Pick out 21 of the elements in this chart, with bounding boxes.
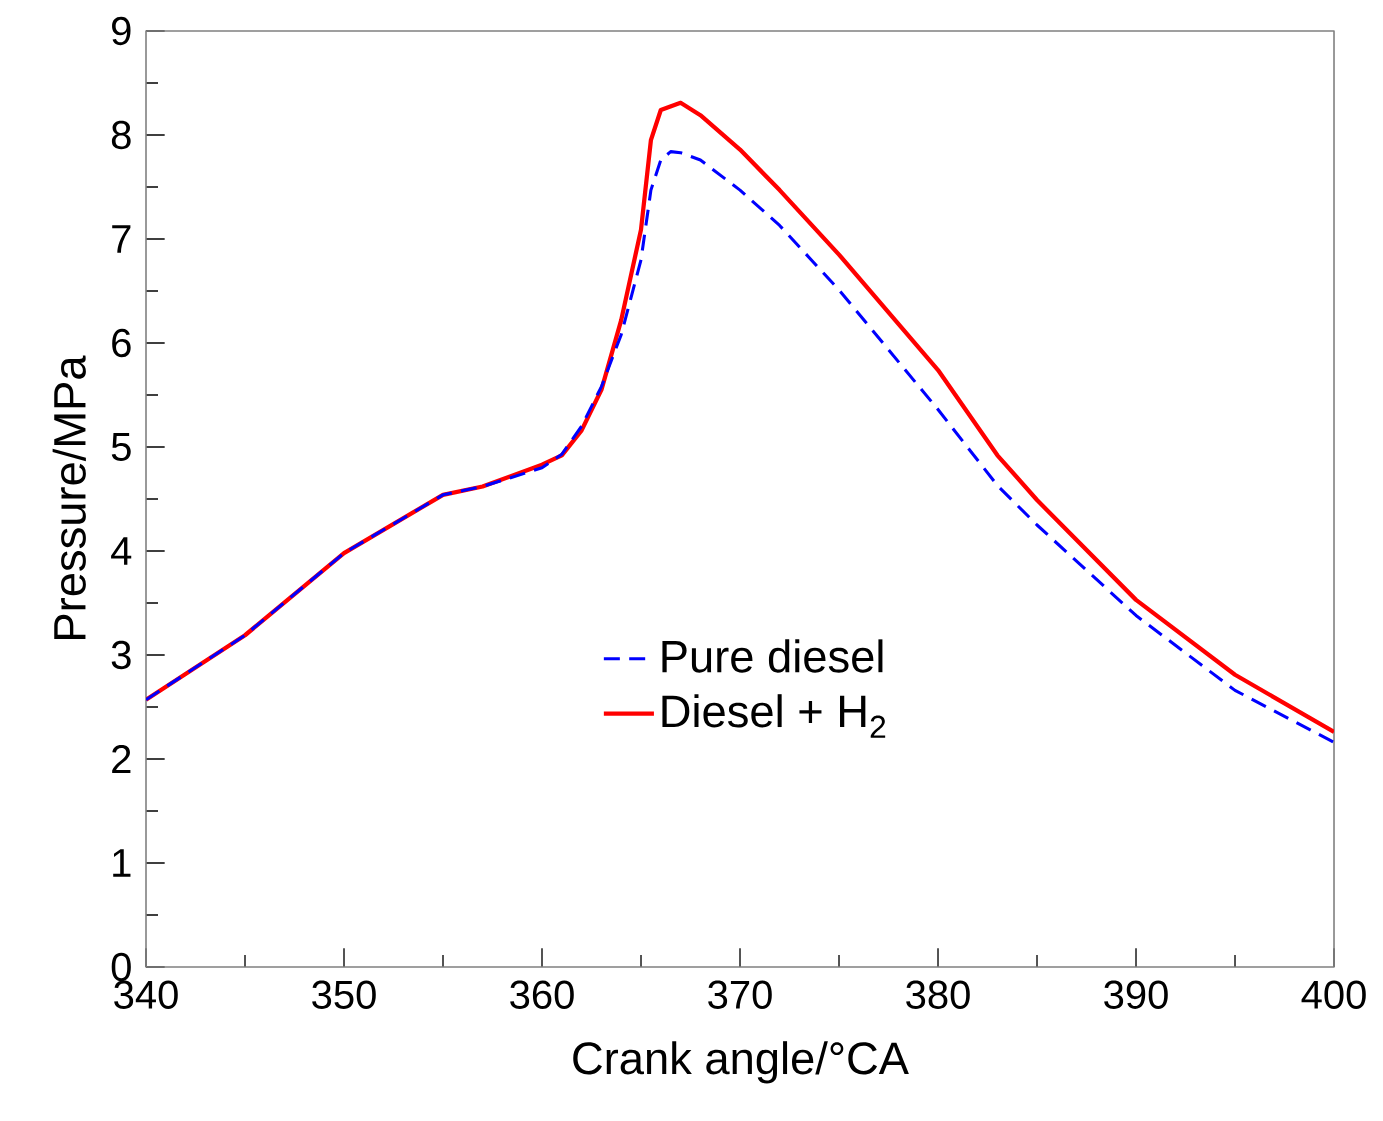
x-tick-label: 370 (708, 980, 772, 1009)
x-tick-label: 360 (510, 980, 574, 1009)
legend-label: Pure diesel (662, 639, 883, 673)
x-tick-label: 350 (312, 980, 376, 1009)
y-tick-label: 9 (112, 16, 131, 46)
x-tick-label: 380 (906, 980, 970, 1009)
x-axis-title: Crank angle/°CA (573, 1041, 909, 1084)
y-tick-label: 6 (112, 328, 131, 358)
y-tick-label: 3 (111, 640, 131, 670)
y-tick-label: 2 (112, 745, 131, 773)
legend-label: Diesel + H$_{2}$ (662, 694, 886, 738)
y-axis-title: Pressure/MPa (52, 355, 86, 639)
y-tick-label: 0 (111, 952, 131, 982)
x-tick-label: 400 (1301, 980, 1366, 1009)
y-tick-label: 4 (111, 537, 132, 565)
y-tick-label: 8 (111, 120, 131, 150)
y-tick-label: 5 (111, 433, 131, 461)
x-tick-label: 390 (1104, 980, 1168, 1009)
y-tick-label: 7 (112, 225, 131, 253)
x-tick-label: 340 (114, 980, 178, 1009)
y-tick-label: 1 (113, 849, 131, 877)
